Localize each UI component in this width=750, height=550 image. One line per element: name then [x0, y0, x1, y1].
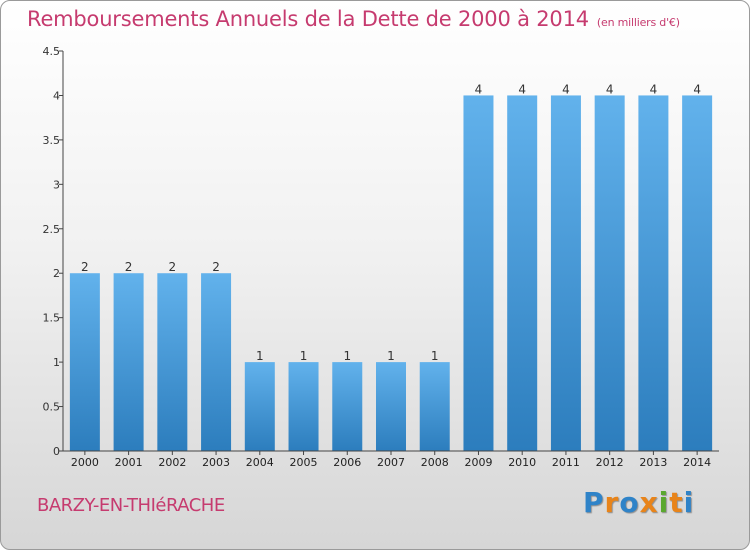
x-tick-label-2000: 2000: [71, 456, 99, 469]
chart-title: Remboursements Annuels de la Dette de 20…: [27, 7, 680, 31]
x-tick-label-2005: 2005: [290, 456, 318, 469]
data-label-2010: 4: [518, 82, 526, 96]
data-label-2013: 4: [650, 82, 658, 96]
logo-letter: i: [658, 486, 670, 519]
chart-title-text: Remboursements Annuels de la Dette de 20…: [27, 7, 589, 31]
bar-2002: [157, 273, 188, 451]
chart-unit: (en milliers d'€): [596, 16, 680, 29]
x-tick-label-2002: 2002: [158, 456, 186, 469]
bar-2012: [594, 95, 625, 451]
bar-2010: [507, 95, 538, 451]
y-tick-label-4.5: 4.5: [43, 45, 61, 58]
y-tick-label-4: 4: [53, 89, 60, 102]
city-name: BARZY-EN-THIéRACHE: [37, 495, 225, 516]
x-tick-label-2010: 2010: [508, 456, 536, 469]
data-label-2005: 1: [300, 349, 308, 363]
logo-letter: t: [669, 486, 684, 519]
data-label-2006: 1: [343, 349, 351, 363]
logo-letter: r: [604, 486, 620, 519]
y-tick-label-3.5: 3.5: [43, 134, 61, 147]
data-label-2000: 2: [81, 260, 89, 274]
data-label-2014: 4: [693, 82, 701, 96]
x-tick-label-2006: 2006: [333, 456, 361, 469]
logo-letter: x: [639, 486, 659, 519]
data-label-2011: 4: [562, 82, 570, 96]
bar-2007: [376, 362, 406, 451]
data-label-2002: 2: [169, 260, 177, 274]
data-label-2001: 2: [125, 260, 133, 274]
bar-2000: [69, 273, 100, 451]
y-tick-label-0: 0: [53, 445, 60, 458]
logo-letter: i: [683, 486, 695, 519]
x-tick-label-2007: 2007: [377, 456, 405, 469]
data-label-2003: 2: [212, 260, 220, 274]
y-tick-label-2: 2: [53, 267, 60, 280]
data-label-2012: 4: [606, 82, 614, 96]
x-tick-label-2009: 2009: [464, 456, 492, 469]
bar-2013: [638, 95, 669, 451]
y-tick-label-1: 1: [53, 356, 60, 369]
data-label-2007: 1: [387, 349, 395, 363]
bar-2005: [288, 362, 319, 451]
x-tick-label-2001: 2001: [115, 456, 143, 469]
bar-2014: [682, 95, 713, 451]
x-tick-label-2003: 2003: [202, 456, 230, 469]
x-tick-label-2013: 2013: [639, 456, 667, 469]
x-tick-label-2004: 2004: [246, 456, 274, 469]
x-tick-label-2008: 2008: [421, 456, 449, 469]
y-tick-label-2.5: 2.5: [43, 223, 61, 236]
x-tick-label-2012: 2012: [596, 456, 624, 469]
logo-letter: o: [619, 486, 640, 519]
bar-2009: [463, 95, 494, 451]
data-label-2009: 4: [475, 82, 483, 96]
y-tick-label-0.5: 0.5: [43, 401, 61, 414]
axes-group: 2000 2001 2002 2003 2004 2005 2006 2007 2008 2009…: [43, 45, 719, 469]
bar-2001: [113, 273, 144, 451]
y-tick-label-3: 3: [53, 178, 60, 191]
logo-letter: P: [583, 486, 605, 519]
bar-2004: [244, 362, 275, 451]
bars-group: 2 2 2 2 1 1 1 1 1 4 4 4 4 4 4: [69, 82, 713, 451]
bar-2003: [201, 273, 232, 451]
bar-2008: [419, 362, 450, 451]
proxiti-logo: Proxiti: [583, 486, 694, 519]
data-label-2004: 1: [256, 349, 264, 363]
bar-2011: [550, 95, 581, 451]
bar-2006: [332, 362, 363, 451]
x-tick-label-2011: 2011: [552, 456, 580, 469]
y-tick-label-1.5: 1.5: [43, 312, 61, 325]
data-label-2008: 1: [431, 349, 439, 363]
x-tick-label-2014: 2014: [683, 456, 711, 469]
